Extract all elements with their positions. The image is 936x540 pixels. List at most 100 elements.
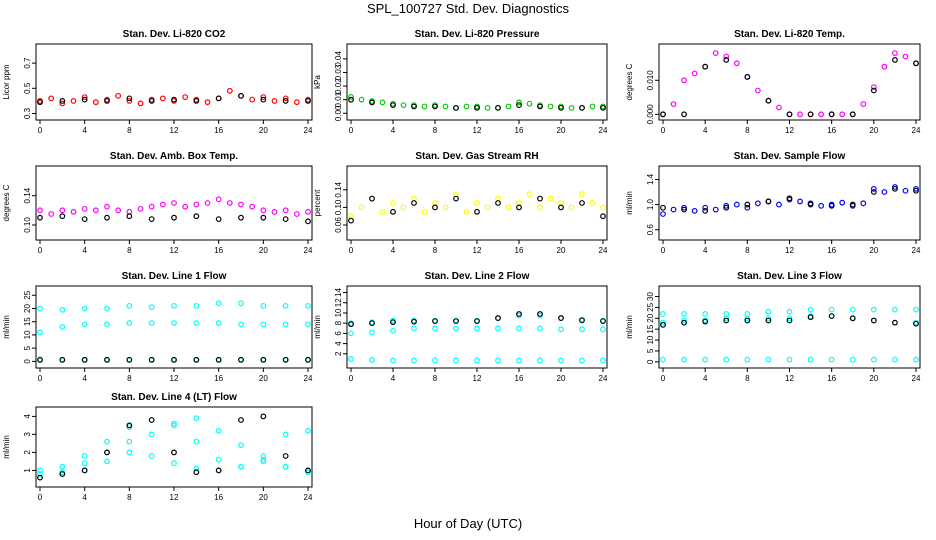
data-point xyxy=(505,103,512,110)
x-tick-label: 4 xyxy=(82,126,87,135)
chart-panel-6: Stan. Dev. Sample Flow ml/min 0 4 8 12 16 20 24 0… xyxy=(625,151,921,255)
data-point xyxy=(432,325,438,332)
data-point xyxy=(159,201,166,208)
plot-frame xyxy=(658,165,921,241)
data-point xyxy=(260,302,267,309)
data-point xyxy=(660,211,666,217)
data-point xyxy=(126,302,133,309)
data-point xyxy=(892,50,898,56)
data-point xyxy=(282,207,289,214)
x-tick-label: 24 xyxy=(599,126,608,135)
data-point xyxy=(849,306,856,313)
data-point xyxy=(600,318,606,325)
data-point xyxy=(902,53,909,60)
data-point xyxy=(432,204,438,211)
data-point xyxy=(442,103,449,110)
y-tick-label: 0.00 xyxy=(334,105,343,121)
data-point xyxy=(260,94,267,101)
data-point xyxy=(691,70,698,77)
data-point xyxy=(59,469,66,476)
data-point xyxy=(238,321,244,328)
data-point xyxy=(913,187,919,194)
plot-frame xyxy=(35,285,313,369)
data-point xyxy=(818,111,825,118)
data-point xyxy=(807,356,814,363)
x-tick-label: 12 xyxy=(785,246,794,255)
data-point xyxy=(348,96,354,103)
data-point xyxy=(526,191,533,198)
data-point xyxy=(104,97,110,104)
data-point xyxy=(892,57,898,63)
data-point xyxy=(807,306,814,313)
data-point xyxy=(411,325,417,332)
y-tick-label: 4 xyxy=(23,414,32,419)
data-point xyxy=(453,325,459,332)
data-point xyxy=(818,202,825,209)
data-point xyxy=(516,311,522,317)
y-tick-label: 0.010 xyxy=(646,70,655,91)
data-point xyxy=(744,356,751,363)
data-point xyxy=(691,207,698,214)
data-point xyxy=(913,60,919,67)
x-tick-label: 20 xyxy=(869,126,878,135)
chart-panel-3: Stan. Dev. Li-820 Temp. degrees C 0 4 8 12 16 2… xyxy=(625,29,921,135)
data-point xyxy=(215,95,222,102)
data-point xyxy=(37,329,43,336)
data-point xyxy=(411,357,417,364)
data-point xyxy=(48,95,55,102)
data-point xyxy=(474,104,480,111)
x-tick-label: 20 xyxy=(557,246,566,255)
data-point xyxy=(765,198,772,205)
y-tick-label: 0.3 xyxy=(23,107,32,119)
data-point xyxy=(369,99,375,106)
data-point xyxy=(226,87,233,94)
data-point xyxy=(723,204,730,211)
x-tick-label: 4 xyxy=(703,246,708,255)
data-point xyxy=(70,97,77,104)
chart-title: Stan. Dev. Gas Stream RH xyxy=(415,151,538,162)
data-point xyxy=(282,463,289,470)
data-point xyxy=(537,195,543,202)
y-tick-label: 5 xyxy=(646,348,655,353)
data-point xyxy=(411,103,417,110)
plot-frame xyxy=(658,43,921,121)
chart-title: Stan. Dev. Li-820 CO2 xyxy=(123,29,226,40)
data-point xyxy=(260,456,267,463)
y-axis-label: percent xyxy=(313,189,322,216)
x-tick-label: 16 xyxy=(827,126,836,135)
data-point xyxy=(193,302,200,309)
y-tick-label: 2 xyxy=(334,351,343,356)
data-point xyxy=(348,330,354,337)
data-point xyxy=(870,317,877,324)
data-point xyxy=(681,204,687,211)
data-point xyxy=(870,87,877,94)
x-tick-label: 4 xyxy=(703,374,708,383)
x-tick-label: 24 xyxy=(912,374,921,383)
data-point xyxy=(390,208,396,215)
data-point xyxy=(81,305,88,312)
data-point xyxy=(358,204,365,211)
data-point xyxy=(260,207,267,214)
data-point xyxy=(369,329,375,336)
x-tick-label: 0 xyxy=(661,126,666,135)
data-point xyxy=(681,319,687,326)
x-tick-label: 16 xyxy=(214,374,223,383)
y-tick-label: 10 xyxy=(646,335,655,344)
data-point xyxy=(204,200,211,206)
x-tick-label: 8 xyxy=(433,126,438,135)
data-point xyxy=(547,195,554,202)
data-point xyxy=(516,357,522,364)
data-point xyxy=(744,315,751,322)
data-point xyxy=(839,111,846,118)
plot-frame xyxy=(35,406,313,488)
data-point xyxy=(849,111,856,118)
data-point xyxy=(660,356,666,363)
data-point xyxy=(293,211,300,217)
x-tick-label: 12 xyxy=(473,246,482,255)
data-point xyxy=(660,321,666,328)
data-point xyxy=(226,200,233,206)
data-point xyxy=(600,204,606,211)
data-point xyxy=(421,208,428,215)
data-point xyxy=(849,201,856,208)
y-tick-label: 0.02 xyxy=(334,78,343,94)
